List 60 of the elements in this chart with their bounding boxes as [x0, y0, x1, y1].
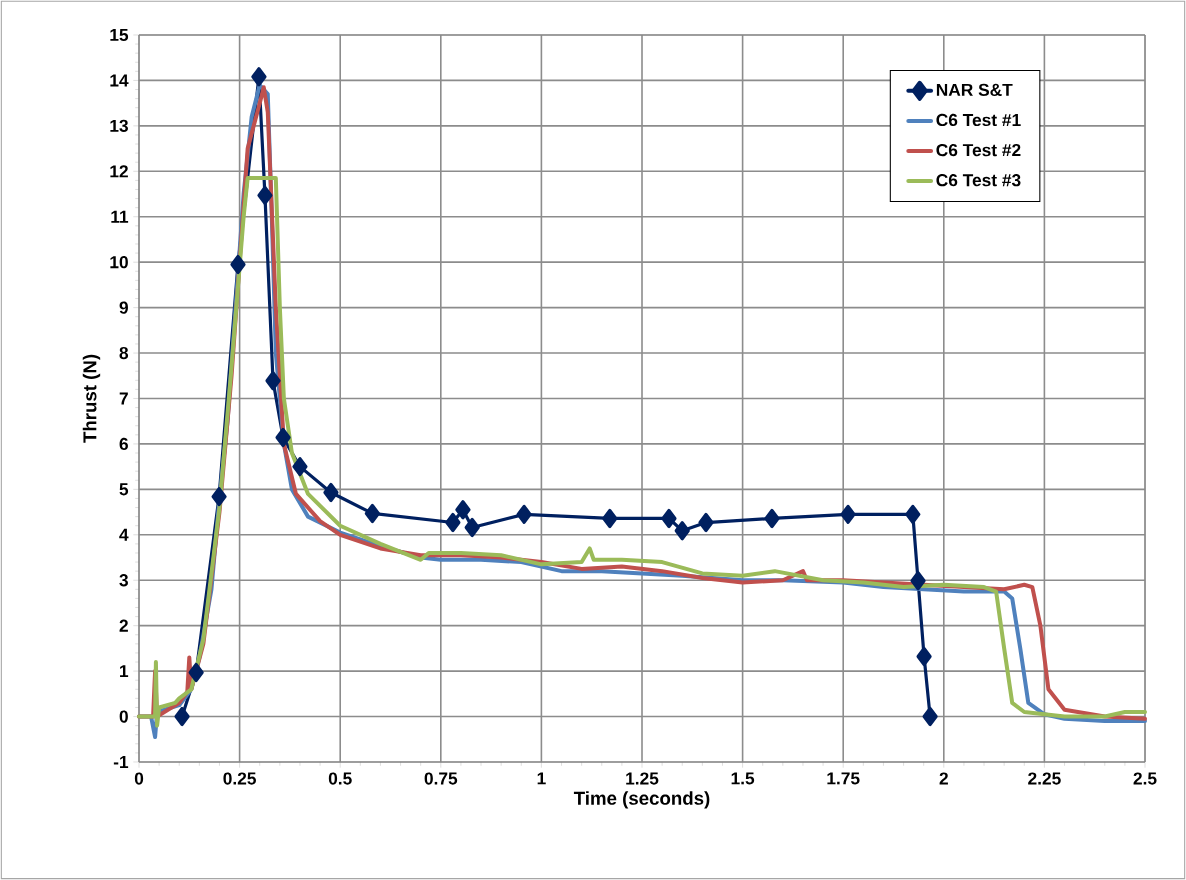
point — [445, 512, 461, 533]
x-tick-label: 2.25 — [1028, 772, 1061, 785]
point — [364, 503, 380, 524]
y-tick-label: 6 — [119, 437, 128, 451]
point — [916, 646, 932, 667]
x-tick-label: 0 — [134, 772, 144, 785]
x-tick-label: 0.5 — [328, 772, 352, 785]
point — [265, 371, 281, 391]
legend-label: C6 Test #2 — [936, 143, 1021, 157]
point — [275, 427, 291, 448]
x-tick-label: 1.25 — [626, 772, 659, 785]
line-series — [137, 176, 1147, 728]
y-tick-label: 1 — [120, 665, 129, 678]
legend-label: NAR S&T — [936, 83, 1013, 97]
point — [922, 706, 938, 727]
point — [455, 500, 471, 520]
y-tick-label: 10 — [110, 256, 128, 269]
point — [464, 517, 480, 538]
y-tick-label: 15 — [110, 28, 129, 42]
x-axis-title: Time (seconds) — [573, 791, 710, 809]
point — [251, 67, 267, 87]
y-tick-label: 4 — [119, 528, 129, 541]
y-tick-label: 7 — [119, 392, 128, 405]
point — [323, 482, 339, 503]
y-tick-label: 2 — [119, 619, 128, 632]
point — [602, 508, 618, 529]
y-tick-label: 0 — [119, 710, 128, 723]
point — [698, 512, 714, 533]
point — [910, 571, 926, 591]
point — [188, 662, 204, 683]
y-tick-label: -1 — [113, 756, 129, 768]
y-axis-title: Thrust (N) — [82, 354, 101, 443]
point — [292, 457, 308, 477]
x-tick-label: 1 — [537, 772, 546, 785]
x-tick-label: 2 — [939, 772, 948, 785]
point — [257, 185, 273, 205]
legend-label: C6 Test #1 — [936, 113, 1021, 127]
x-tick-label: 1.5 — [731, 772, 755, 785]
y-tick-label: 12 — [110, 165, 128, 178]
point — [174, 706, 190, 727]
point — [840, 504, 856, 524]
point — [516, 504, 532, 524]
y-tick-label: 14 — [110, 74, 129, 87]
y-tick-label: 9 — [119, 301, 128, 314]
y-tick-label: 8 — [119, 346, 129, 360]
y-tick-label: 3 — [119, 574, 128, 587]
x-tick-label: 0.75 — [424, 772, 458, 785]
point — [211, 487, 227, 507]
y-tick-label: 5 — [119, 483, 129, 496]
x-tick-label: 2.5 — [1133, 772, 1157, 785]
x-tick-label: 1.75 — [827, 772, 860, 785]
point — [661, 508, 677, 529]
y-tick-label: 11 — [111, 210, 129, 223]
point — [905, 504, 921, 524]
point — [230, 254, 246, 275]
legend-label: C6 Test #3 — [936, 174, 1021, 187]
x-tick-label: 0.25 — [223, 772, 256, 785]
point — [674, 521, 690, 541]
y-tick-label: 13 — [110, 119, 128, 132]
point — [764, 508, 780, 529]
